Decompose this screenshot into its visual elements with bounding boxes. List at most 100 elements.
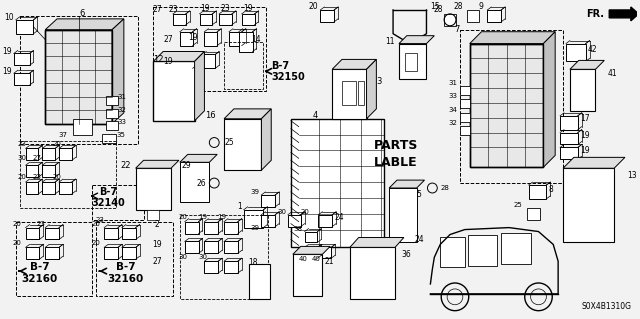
Text: 36: 36 [401, 250, 411, 259]
Text: 32: 32 [448, 120, 457, 126]
Bar [102, 134, 116, 143]
Text: 33: 33 [117, 119, 126, 125]
Bar [460, 99, 470, 108]
Bar [45, 247, 59, 259]
Text: 27: 27 [152, 5, 162, 14]
Bar [318, 247, 331, 258]
Bar [73, 119, 92, 135]
Polygon shape [570, 60, 604, 69]
Bar [20, 141, 116, 208]
Bar [224, 241, 238, 253]
Text: 24: 24 [415, 235, 424, 244]
Polygon shape [154, 51, 204, 61]
Text: 28: 28 [434, 5, 443, 14]
Polygon shape [261, 109, 271, 170]
Bar [204, 241, 218, 253]
Text: B-7: B-7 [271, 61, 289, 71]
Text: 39: 39 [250, 189, 259, 195]
Text: B-7: B-7 [29, 262, 49, 272]
Bar [224, 41, 264, 89]
Text: 32160: 32160 [108, 274, 144, 284]
Bar [204, 32, 217, 46]
Text: 23: 23 [33, 174, 42, 180]
Text: 23: 23 [96, 217, 105, 223]
Text: 19: 19 [188, 33, 198, 42]
Bar [20, 16, 138, 145]
Bar [97, 222, 173, 296]
Text: 40: 40 [312, 256, 321, 262]
Text: 25: 25 [514, 202, 523, 208]
Bar [440, 237, 465, 267]
Bar [42, 182, 55, 194]
Bar [342, 81, 356, 105]
Text: 19: 19 [152, 240, 162, 249]
Text: 37: 37 [58, 132, 67, 137]
Text: 3: 3 [376, 77, 381, 86]
Text: 32140: 32140 [92, 198, 125, 208]
Polygon shape [389, 180, 424, 188]
Bar [26, 227, 39, 240]
Text: 9: 9 [479, 3, 483, 11]
Text: S0X4B1310G: S0X4B1310G [582, 302, 632, 311]
Bar [154, 7, 266, 91]
Bar [566, 44, 586, 61]
Bar [224, 119, 261, 170]
Text: 30: 30 [198, 254, 207, 260]
Bar [204, 261, 218, 273]
Bar [106, 121, 118, 130]
Polygon shape [470, 32, 555, 44]
Text: 32150: 32150 [271, 72, 305, 82]
Text: B-7: B-7 [116, 262, 136, 272]
Polygon shape [180, 154, 217, 162]
Polygon shape [195, 51, 204, 121]
Text: 21: 21 [324, 257, 334, 266]
Text: 25: 25 [224, 138, 234, 147]
Bar [180, 32, 193, 46]
Text: 29: 29 [182, 161, 191, 170]
Bar [261, 215, 275, 226]
Bar [26, 182, 38, 194]
Text: 20: 20 [301, 209, 310, 215]
Text: 38: 38 [294, 226, 303, 232]
Polygon shape [332, 59, 376, 69]
Bar [45, 30, 112, 124]
Text: 22: 22 [120, 161, 131, 170]
Bar [42, 148, 55, 160]
Text: 39: 39 [250, 225, 259, 231]
Bar [501, 233, 531, 264]
Bar [468, 234, 497, 266]
Text: 12: 12 [154, 55, 164, 64]
Bar [42, 165, 55, 177]
Polygon shape [367, 59, 376, 119]
Bar [470, 44, 543, 167]
Bar [527, 208, 540, 220]
Bar [106, 96, 118, 105]
Bar [59, 148, 72, 160]
Text: LABLE: LABLE [374, 156, 418, 169]
Text: 32160: 32160 [21, 274, 58, 284]
Bar [444, 14, 456, 26]
Text: 20: 20 [308, 3, 318, 11]
Bar [45, 227, 59, 240]
Bar [16, 222, 92, 296]
Polygon shape [399, 36, 435, 44]
Bar [204, 222, 218, 234]
Text: 35: 35 [116, 132, 125, 137]
Bar [318, 215, 332, 226]
Bar [92, 185, 143, 220]
Bar [332, 69, 367, 119]
Text: 2: 2 [155, 220, 159, 229]
Text: 27: 27 [33, 155, 42, 161]
Bar [529, 185, 547, 199]
Bar [488, 10, 501, 22]
Bar [104, 227, 118, 240]
Text: 19: 19 [243, 4, 252, 13]
Text: 17: 17 [580, 114, 589, 123]
Text: 19: 19 [2, 67, 12, 76]
Polygon shape [293, 246, 330, 254]
Bar [288, 215, 301, 226]
Polygon shape [543, 32, 555, 167]
Text: 20: 20 [92, 221, 100, 226]
Bar [242, 14, 255, 25]
Bar [460, 30, 563, 183]
